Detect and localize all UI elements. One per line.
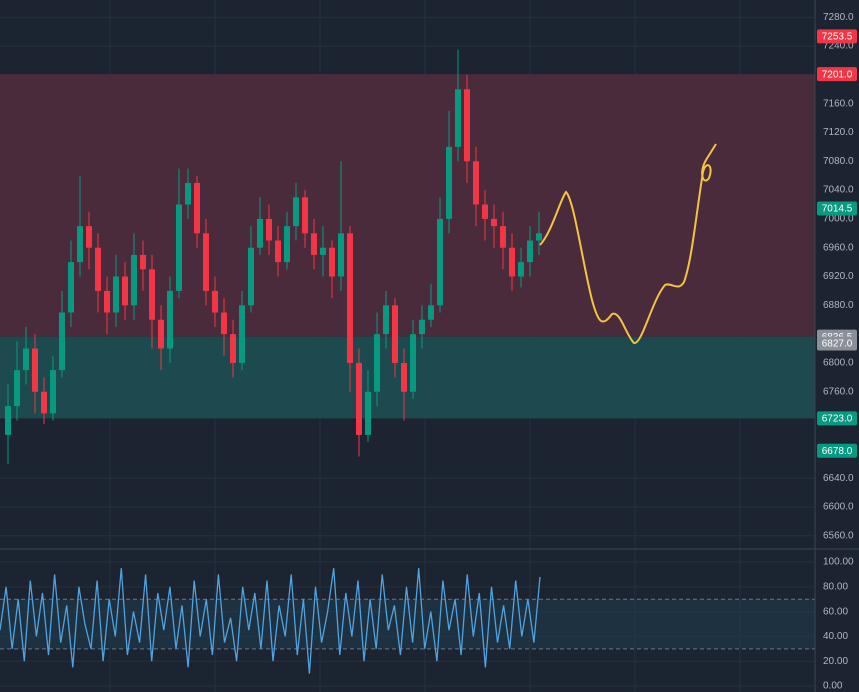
candle-body <box>86 226 92 248</box>
y-tick-label: 6880.0 <box>823 300 854 311</box>
candle-body <box>437 218 443 306</box>
candle-body <box>194 182 200 234</box>
candle-body <box>77 226 83 263</box>
candle-body <box>122 276 128 306</box>
y-tick-label: 7040.0 <box>823 185 854 196</box>
candle-body <box>455 89 461 147</box>
candle-body <box>185 182 191 205</box>
y-tick-label: 6560.0 <box>823 530 854 541</box>
price-label: 7201.0 <box>822 69 853 80</box>
candle-body <box>320 247 326 255</box>
y-tick-label: 7080.0 <box>823 156 854 167</box>
candle-body <box>500 226 506 248</box>
candle-body <box>32 348 38 392</box>
candle-body <box>113 276 119 313</box>
candle-body <box>104 290 110 313</box>
candle-body <box>203 233 209 291</box>
candle-body <box>167 290 173 349</box>
candle-body <box>266 218 272 241</box>
y-tick-label: 6960.0 <box>823 242 854 253</box>
candle-body <box>347 233 353 363</box>
candle-body <box>95 247 101 291</box>
candle-body <box>491 218 497 227</box>
price-label: 7014.5 <box>822 204 853 215</box>
candle-body <box>68 262 74 313</box>
candle-body <box>527 240 533 263</box>
y-tick-label: 20.00 <box>823 656 848 667</box>
candle-body <box>158 319 164 349</box>
y-tick-label: 7000.0 <box>823 214 854 225</box>
oscillator-line <box>0 568 541 674</box>
band <box>0 599 815 649</box>
y-tick-label: 6920.0 <box>823 271 854 282</box>
price-label-bg <box>817 411 857 426</box>
candle-body <box>41 391 47 414</box>
y-tick-label: 6600.0 <box>823 502 854 513</box>
candle-body <box>50 370 56 414</box>
candle-body <box>5 406 11 435</box>
price-label-bg <box>817 29 857 44</box>
projection-drawing <box>539 143 717 344</box>
candle-body <box>23 348 29 371</box>
candle-body <box>311 233 317 255</box>
candle-body <box>473 161 479 205</box>
y-tick-label: 7280.0 <box>823 12 854 23</box>
y-tick-label: 60.00 <box>823 606 848 617</box>
candle-body <box>14 370 20 407</box>
y-tick-label: 100.00 <box>823 557 854 568</box>
y-tick-label: 7120.0 <box>823 127 854 138</box>
candle-body <box>212 290 218 313</box>
candle-body <box>509 247 515 277</box>
candle-body <box>275 240 281 263</box>
price-label: 7253.5 <box>822 32 853 43</box>
candle-body <box>410 334 416 392</box>
price-label-bg <box>817 67 857 82</box>
candle-body <box>329 247 335 277</box>
candle-body <box>176 204 182 291</box>
candle-body <box>248 247 254 306</box>
y-tick-label: 40.00 <box>823 631 848 642</box>
y-tick-label: 7160.0 <box>823 98 854 109</box>
candle-body <box>518 262 524 277</box>
zone <box>0 336 815 419</box>
candle-body <box>149 269 155 320</box>
candle-body <box>401 362 407 392</box>
y-tick-label: 80.00 <box>823 581 848 592</box>
candle-body <box>428 305 434 320</box>
candle-body <box>464 89 470 162</box>
candle-body <box>338 233 344 277</box>
y-tick-label: 0.00 <box>823 681 843 692</box>
candle-body <box>356 362 362 435</box>
candle-body <box>293 197 299 227</box>
candle-body <box>131 254 137 306</box>
candle-body <box>383 305 389 335</box>
price-label: 6723.0 <box>822 414 853 425</box>
price-label-bg <box>817 336 857 351</box>
y-tick-label: 6760.0 <box>823 386 854 397</box>
candle-body <box>221 312 227 335</box>
price-label-bg <box>817 201 857 216</box>
candle-body <box>446 146 452 219</box>
candle-body <box>419 319 425 335</box>
candle-body <box>365 391 371 435</box>
candle-body <box>392 305 398 363</box>
candle-body <box>536 233 542 241</box>
candle-body <box>302 197 308 234</box>
candle-body <box>257 218 263 248</box>
y-tick-label: 6640.0 <box>823 473 854 484</box>
candle-body <box>284 226 290 263</box>
candle-body <box>374 334 380 392</box>
candle-body <box>59 312 65 371</box>
price-label: 6827.0 <box>822 339 853 350</box>
y-tick-label: 6800.0 <box>823 358 854 369</box>
candle-body <box>239 305 245 363</box>
candle-body <box>230 334 236 363</box>
candle-body <box>482 204 488 219</box>
price-label: 6678.0 <box>822 446 853 457</box>
candle-body <box>140 254 146 270</box>
y-tick-label: 7240.0 <box>823 41 854 52</box>
price-label-bg <box>817 443 857 458</box>
plot-layer: 7280.0 7240.0 7160.0 7120.0 7080.0 7040.0 7000… <box>0 12 857 692</box>
